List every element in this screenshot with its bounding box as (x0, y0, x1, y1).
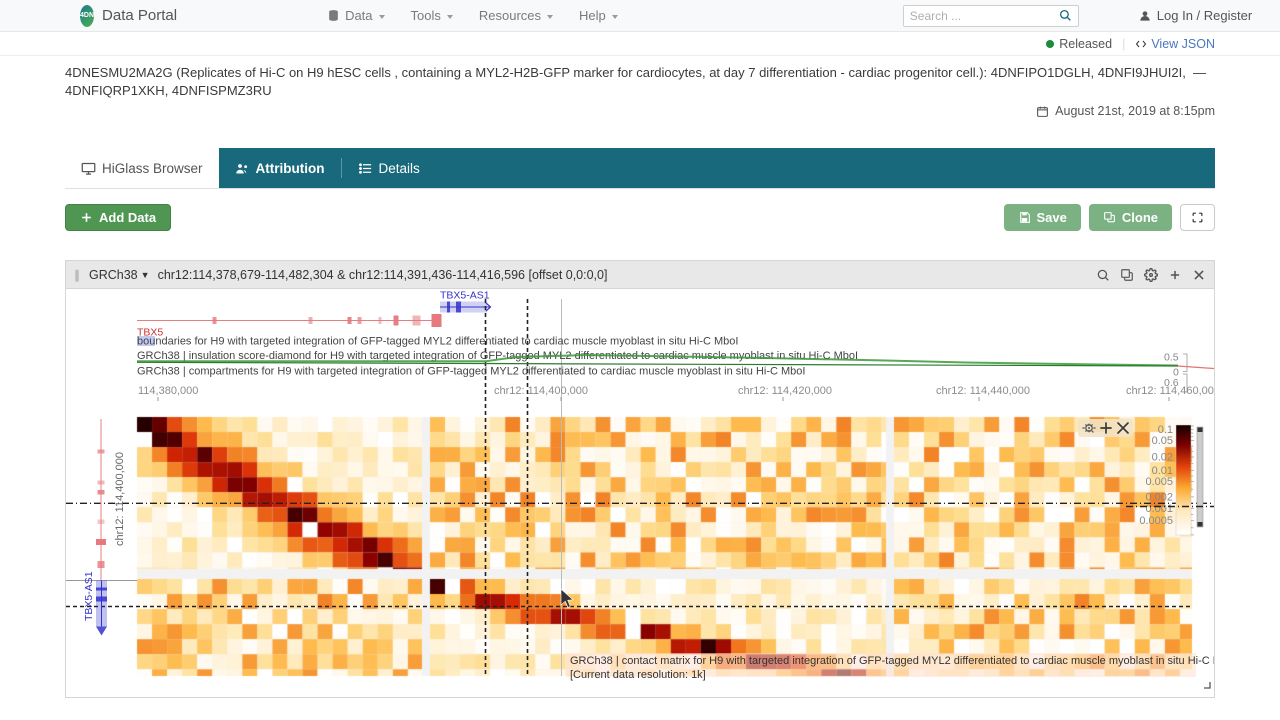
svg-text:GRCh38 | compartments for H9 w: GRCh38 | compartments for H9 with target… (137, 366, 805, 378)
svg-text:chr12: 114,420,000: chr12: 114,420,000 (738, 385, 832, 397)
svg-text:chr12: 114,460,000: chr12: 114,460,000 (1126, 385, 1214, 397)
svg-text:0.05: 0.05 (1152, 435, 1173, 447)
svg-text:0.0005: 0.0005 (1139, 515, 1173, 527)
svg-text:chr12: 114,400,000: chr12: 114,400,000 (114, 452, 126, 546)
svg-text:0.02: 0.02 (1152, 452, 1173, 464)
svg-text:114,380,000: 114,380,000 (138, 385, 198, 397)
svg-text:[Current data resolution: 1k]: [Current data resolution: 1k] (570, 669, 706, 681)
svg-text:0.005: 0.005 (1145, 476, 1173, 488)
svg-text:0.01: 0.01 (1152, 465, 1173, 477)
svg-text:boundaries for H9 with targete: boundaries for H9 with targeted integrat… (137, 336, 738, 348)
svg-text:TBX5-AS1: TBX5-AS1 (440, 290, 490, 302)
svg-text:chr12: 114,440,000: chr12: 114,440,000 (936, 385, 1030, 397)
svg-text:chr12: 114,400,000: chr12: 114,400,000 (494, 385, 588, 397)
svg-text:0.5: 0.5 (1164, 352, 1179, 364)
svg-text:TBX5-AS1: TBX5-AS1 (83, 571, 95, 621)
svg-text:0.002: 0.002 (1145, 491, 1173, 503)
svg-text:0.001: 0.001 (1145, 503, 1173, 515)
svg-text:GRCh38 | contact matrix for H9: GRCh38 | contact matrix for H9 with targ… (570, 655, 1214, 667)
